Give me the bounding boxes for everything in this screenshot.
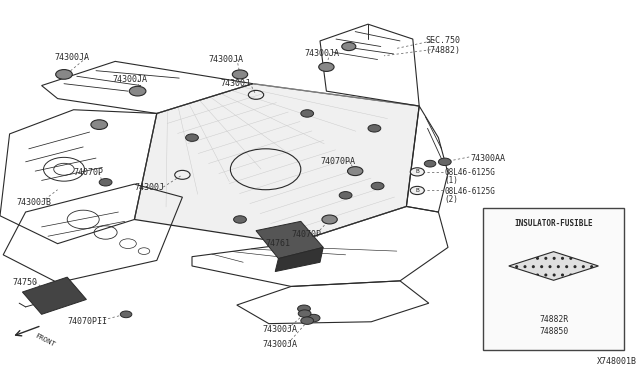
Circle shape bbox=[410, 168, 424, 176]
Text: 08L46-6125G: 08L46-6125G bbox=[445, 187, 495, 196]
Text: B: B bbox=[415, 188, 419, 193]
Polygon shape bbox=[509, 251, 598, 280]
Circle shape bbox=[129, 86, 146, 96]
Circle shape bbox=[319, 62, 334, 71]
Circle shape bbox=[438, 158, 451, 166]
Text: 74070PII: 74070PII bbox=[67, 317, 108, 326]
Circle shape bbox=[298, 305, 310, 312]
Circle shape bbox=[301, 317, 314, 324]
Text: FRONT: FRONT bbox=[34, 332, 56, 347]
Text: 74300JB: 74300JB bbox=[16, 198, 51, 207]
Text: (1): (1) bbox=[445, 176, 459, 185]
Circle shape bbox=[91, 120, 108, 129]
Circle shape bbox=[410, 186, 424, 195]
Circle shape bbox=[348, 167, 363, 176]
Polygon shape bbox=[134, 84, 419, 244]
Circle shape bbox=[339, 192, 352, 199]
Circle shape bbox=[56, 70, 72, 79]
Circle shape bbox=[322, 215, 337, 224]
Circle shape bbox=[234, 216, 246, 223]
Text: 74070P: 74070P bbox=[74, 169, 104, 177]
Circle shape bbox=[298, 310, 311, 317]
Text: SEC.750: SEC.750 bbox=[426, 36, 461, 45]
Text: 74300AA: 74300AA bbox=[470, 154, 506, 163]
Text: 74300JA: 74300JA bbox=[112, 76, 147, 84]
Circle shape bbox=[342, 42, 356, 51]
Text: 74300J: 74300J bbox=[134, 183, 164, 192]
Text: X748001B: X748001B bbox=[596, 357, 637, 366]
Text: 74070PA: 74070PA bbox=[320, 157, 355, 166]
Text: 74300J: 74300J bbox=[221, 79, 251, 88]
Text: 08L46-6125G: 08L46-6125G bbox=[445, 169, 495, 177]
Text: 74300JA: 74300JA bbox=[262, 325, 298, 334]
Text: 74300JA: 74300JA bbox=[304, 49, 339, 58]
Text: 74750: 74750 bbox=[13, 278, 38, 287]
Text: 74300JA: 74300JA bbox=[262, 340, 298, 349]
Text: 74300JA: 74300JA bbox=[208, 55, 243, 64]
Circle shape bbox=[301, 110, 314, 117]
Circle shape bbox=[368, 125, 381, 132]
Polygon shape bbox=[22, 277, 86, 314]
Text: 748850: 748850 bbox=[539, 327, 568, 336]
Text: B: B bbox=[415, 169, 419, 174]
Text: 74070P: 74070P bbox=[291, 230, 321, 239]
Text: (74882): (74882) bbox=[426, 46, 461, 55]
Circle shape bbox=[232, 70, 248, 79]
Text: (2): (2) bbox=[445, 195, 459, 203]
Text: INSULATOR-FUSIBLE: INSULATOR-FUSIBLE bbox=[515, 219, 593, 228]
Circle shape bbox=[371, 182, 384, 190]
Polygon shape bbox=[256, 221, 323, 259]
Circle shape bbox=[186, 134, 198, 141]
Circle shape bbox=[120, 311, 132, 318]
Text: 74882R: 74882R bbox=[539, 315, 568, 324]
Circle shape bbox=[307, 314, 320, 322]
Bar bbox=[483, 208, 624, 350]
Circle shape bbox=[99, 179, 112, 186]
Text: 74300JA: 74300JA bbox=[54, 53, 90, 62]
Text: 74761: 74761 bbox=[266, 239, 291, 248]
Circle shape bbox=[424, 160, 436, 167]
Polygon shape bbox=[275, 247, 323, 272]
